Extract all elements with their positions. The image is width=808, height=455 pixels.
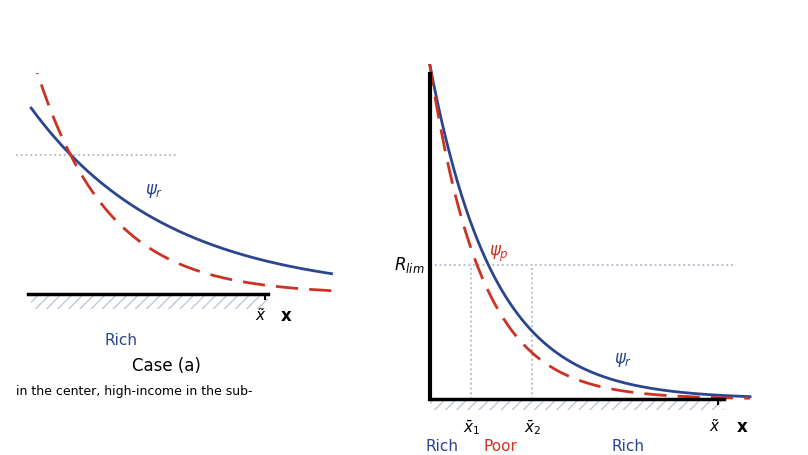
Text: $\tilde{x}$: $\tilde{x}$ (255, 308, 267, 324)
Text: $\bar{x}_1$: $\bar{x}_1$ (463, 418, 480, 437)
Text: $\mathbf{x}$: $\mathbf{x}$ (280, 308, 292, 325)
Text: $\psi_r$: $\psi_r$ (614, 350, 632, 369)
Text: $\mathbf{x}$: $\mathbf{x}$ (736, 418, 748, 436)
Text: Rich: Rich (426, 440, 459, 455)
Text: Rich: Rich (105, 333, 138, 348)
Text: $\bar{x}_2$: $\bar{x}_2$ (524, 418, 541, 437)
Text: $R_{lim}$: $R_{lim}$ (394, 255, 425, 275)
Text: in the center, high-income in the sub-: in the center, high-income in the sub- (16, 385, 253, 398)
Text: Rich: Rich (612, 440, 645, 455)
Text: $\psi_r$: $\psi_r$ (145, 182, 164, 200)
Text: $\psi_p$: $\psi_p$ (489, 244, 509, 264)
Text: Poor: Poor (483, 440, 517, 455)
Text: Case (a): Case (a) (132, 357, 200, 375)
Text: $\tilde{x}$: $\tilde{x}$ (709, 418, 721, 435)
